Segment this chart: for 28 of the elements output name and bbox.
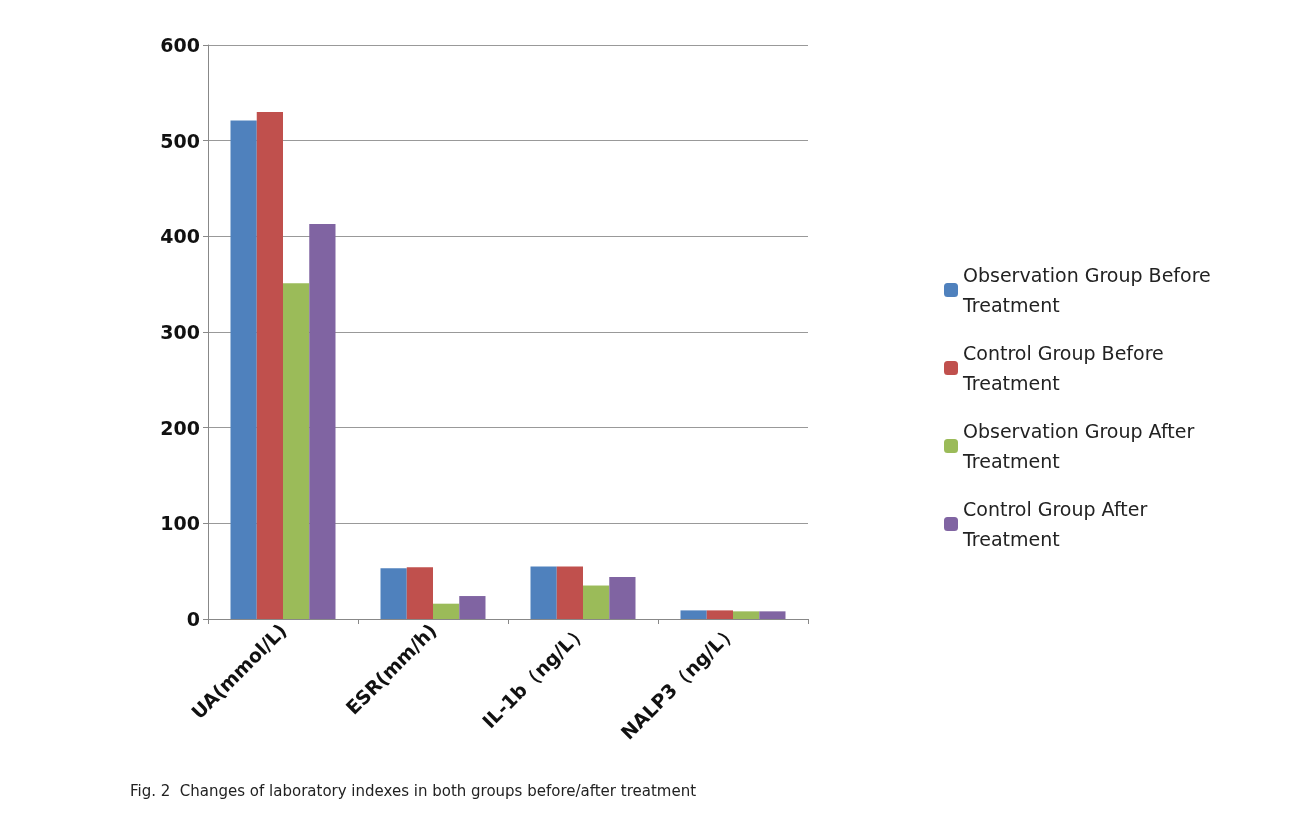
bar xyxy=(380,568,407,619)
y-tick-label: 100 xyxy=(160,512,200,535)
bar xyxy=(733,611,760,619)
legend-label: Observation Group Before Treatment xyxy=(962,264,1217,316)
bar xyxy=(433,603,460,619)
bar xyxy=(556,566,583,619)
bar xyxy=(680,610,707,619)
legend-label: Control Group After Treatment xyxy=(962,498,1154,550)
legend-label: Observation Group After Treatment xyxy=(962,420,1201,472)
bar xyxy=(309,223,336,619)
y-tick-label: 400 xyxy=(160,225,200,248)
bar xyxy=(283,283,310,619)
bar xyxy=(530,566,557,619)
caption: Fig. 2 Changes of laboratory indexes in both groups before/after treatment xyxy=(130,781,697,800)
bar xyxy=(459,596,486,619)
bar xyxy=(406,567,433,619)
y-tick-label: 0 xyxy=(186,608,200,630)
bar xyxy=(230,120,257,619)
y-tick-label: 300 xyxy=(160,321,200,343)
y-tick-label: 200 xyxy=(160,416,200,439)
bar xyxy=(609,576,636,619)
y-tick-label: 600 xyxy=(160,34,200,56)
y-tick-label: 500 xyxy=(160,129,200,152)
bar xyxy=(706,610,733,619)
legend-label: Control Group Before Treatment xyxy=(962,342,1170,394)
bar xyxy=(583,585,610,619)
bar xyxy=(759,611,786,619)
bar xyxy=(256,111,283,619)
